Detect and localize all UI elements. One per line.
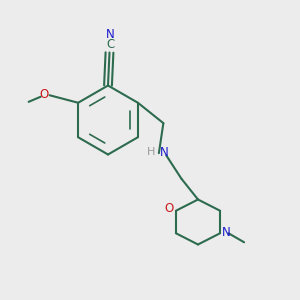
- Text: N: N: [160, 146, 169, 159]
- Text: O: O: [40, 88, 49, 100]
- Text: N: N: [106, 28, 115, 41]
- Text: O: O: [165, 202, 174, 215]
- Text: N: N: [222, 226, 230, 238]
- Text: H: H: [147, 147, 156, 157]
- Text: C: C: [106, 38, 115, 51]
